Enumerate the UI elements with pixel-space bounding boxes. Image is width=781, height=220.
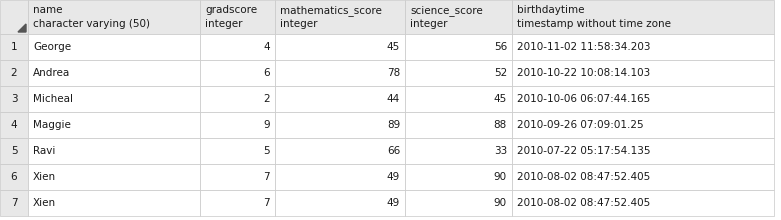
- Bar: [28, 0, 200, 34]
- Bar: [0, 190, 28, 216]
- Text: 9: 9: [263, 120, 270, 130]
- Bar: [405, 164, 512, 190]
- Bar: [512, 190, 774, 216]
- Bar: [405, 86, 512, 112]
- Bar: [200, 60, 275, 86]
- Text: science_score
integer: science_score integer: [410, 5, 483, 29]
- Bar: [200, 164, 275, 190]
- Bar: [200, 34, 275, 60]
- Text: 2: 2: [11, 68, 17, 78]
- Bar: [0, 34, 28, 60]
- Text: 2010-09-26 07:09:01.25: 2010-09-26 07:09:01.25: [517, 120, 644, 130]
- Bar: [405, 190, 512, 216]
- Text: 2: 2: [263, 94, 270, 104]
- Bar: [512, 112, 774, 138]
- Bar: [28, 86, 200, 112]
- Text: Micheal: Micheal: [33, 94, 73, 104]
- Text: 90: 90: [494, 198, 507, 208]
- Text: 5: 5: [263, 146, 270, 156]
- Text: mathematics_score
integer: mathematics_score integer: [280, 5, 382, 29]
- Bar: [0, 86, 28, 112]
- Bar: [405, 138, 512, 164]
- Bar: [28, 138, 200, 164]
- Text: gradscore
integer: gradscore integer: [205, 6, 257, 29]
- Text: 49: 49: [387, 172, 400, 182]
- Text: Xien: Xien: [33, 198, 56, 208]
- Text: Xien: Xien: [33, 172, 56, 182]
- Bar: [28, 190, 200, 216]
- Text: 2010-07-22 05:17:54.135: 2010-07-22 05:17:54.135: [517, 146, 651, 156]
- Text: 7: 7: [263, 198, 270, 208]
- Bar: [0, 60, 28, 86]
- Text: 2010-10-22 10:08:14.103: 2010-10-22 10:08:14.103: [517, 68, 651, 78]
- Text: 33: 33: [494, 146, 507, 156]
- Text: 2010-08-02 08:47:52.405: 2010-08-02 08:47:52.405: [517, 172, 651, 182]
- Text: 2010-11-02 11:58:34.203: 2010-11-02 11:58:34.203: [517, 42, 651, 52]
- Bar: [200, 190, 275, 216]
- Bar: [0, 112, 28, 138]
- Text: 45: 45: [387, 42, 400, 52]
- Text: 78: 78: [387, 68, 400, 78]
- Text: 5: 5: [11, 146, 17, 156]
- Text: 45: 45: [494, 94, 507, 104]
- Text: Ravi: Ravi: [33, 146, 55, 156]
- Text: 56: 56: [494, 42, 507, 52]
- Bar: [512, 60, 774, 86]
- Text: Maggie: Maggie: [33, 120, 71, 130]
- Bar: [512, 164, 774, 190]
- Bar: [275, 86, 405, 112]
- Text: 3: 3: [11, 94, 17, 104]
- Text: 1: 1: [11, 42, 17, 52]
- Bar: [28, 60, 200, 86]
- Bar: [512, 86, 774, 112]
- Bar: [275, 164, 405, 190]
- Text: 2010-08-02 08:47:52.405: 2010-08-02 08:47:52.405: [517, 198, 651, 208]
- Bar: [405, 0, 512, 34]
- Text: 2010-10-06 06:07:44.165: 2010-10-06 06:07:44.165: [517, 94, 651, 104]
- Bar: [275, 0, 405, 34]
- Bar: [512, 34, 774, 60]
- Text: 89: 89: [387, 120, 400, 130]
- Bar: [512, 138, 774, 164]
- Bar: [405, 112, 512, 138]
- Text: Andrea: Andrea: [33, 68, 70, 78]
- Bar: [200, 138, 275, 164]
- Text: 6: 6: [11, 172, 17, 182]
- Text: name
character varying (50): name character varying (50): [33, 6, 150, 29]
- Bar: [275, 60, 405, 86]
- Text: 88: 88: [494, 120, 507, 130]
- Text: 6: 6: [263, 68, 270, 78]
- Bar: [275, 34, 405, 60]
- Text: 7: 7: [263, 172, 270, 182]
- Bar: [512, 0, 774, 34]
- Bar: [405, 34, 512, 60]
- Bar: [28, 112, 200, 138]
- Polygon shape: [18, 24, 26, 32]
- Bar: [275, 138, 405, 164]
- Bar: [275, 112, 405, 138]
- Bar: [275, 190, 405, 216]
- Text: 44: 44: [387, 94, 400, 104]
- Bar: [405, 60, 512, 86]
- Text: 4: 4: [11, 120, 17, 130]
- Bar: [0, 164, 28, 190]
- Text: George: George: [33, 42, 71, 52]
- Bar: [28, 34, 200, 60]
- Bar: [28, 164, 200, 190]
- Bar: [0, 0, 28, 34]
- Text: 66: 66: [387, 146, 400, 156]
- Bar: [200, 0, 275, 34]
- Bar: [200, 112, 275, 138]
- Text: 49: 49: [387, 198, 400, 208]
- Text: 4: 4: [263, 42, 270, 52]
- Bar: [200, 86, 275, 112]
- Bar: [0, 138, 28, 164]
- Text: birthdaytime
timestamp without time zone: birthdaytime timestamp without time zone: [517, 6, 671, 29]
- Text: 90: 90: [494, 172, 507, 182]
- Text: 7: 7: [11, 198, 17, 208]
- Text: 52: 52: [494, 68, 507, 78]
